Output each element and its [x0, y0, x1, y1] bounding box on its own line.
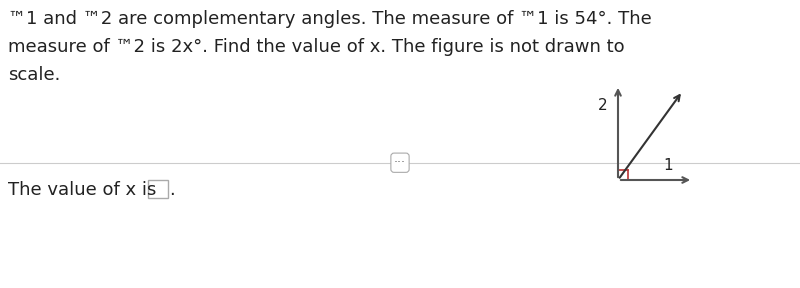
Bar	[148, 180, 168, 198]
Text: The value of x is: The value of x is	[8, 181, 156, 199]
Text: ™1 and ™2 are complementary angles. The measure of ™1 is 54°. The: ™1 and ™2 are complementary angles. The …	[8, 10, 652, 28]
Text: 1: 1	[663, 158, 673, 173]
Text: scale.: scale.	[8, 66, 60, 84]
Text: .: .	[169, 181, 174, 199]
Text: measure of ™2 is 2x°. Find the value of x. The figure is not drawn to: measure of ™2 is 2x°. Find the value of …	[8, 38, 625, 56]
Text: ···: ···	[394, 156, 406, 169]
Text: 2: 2	[598, 98, 608, 113]
